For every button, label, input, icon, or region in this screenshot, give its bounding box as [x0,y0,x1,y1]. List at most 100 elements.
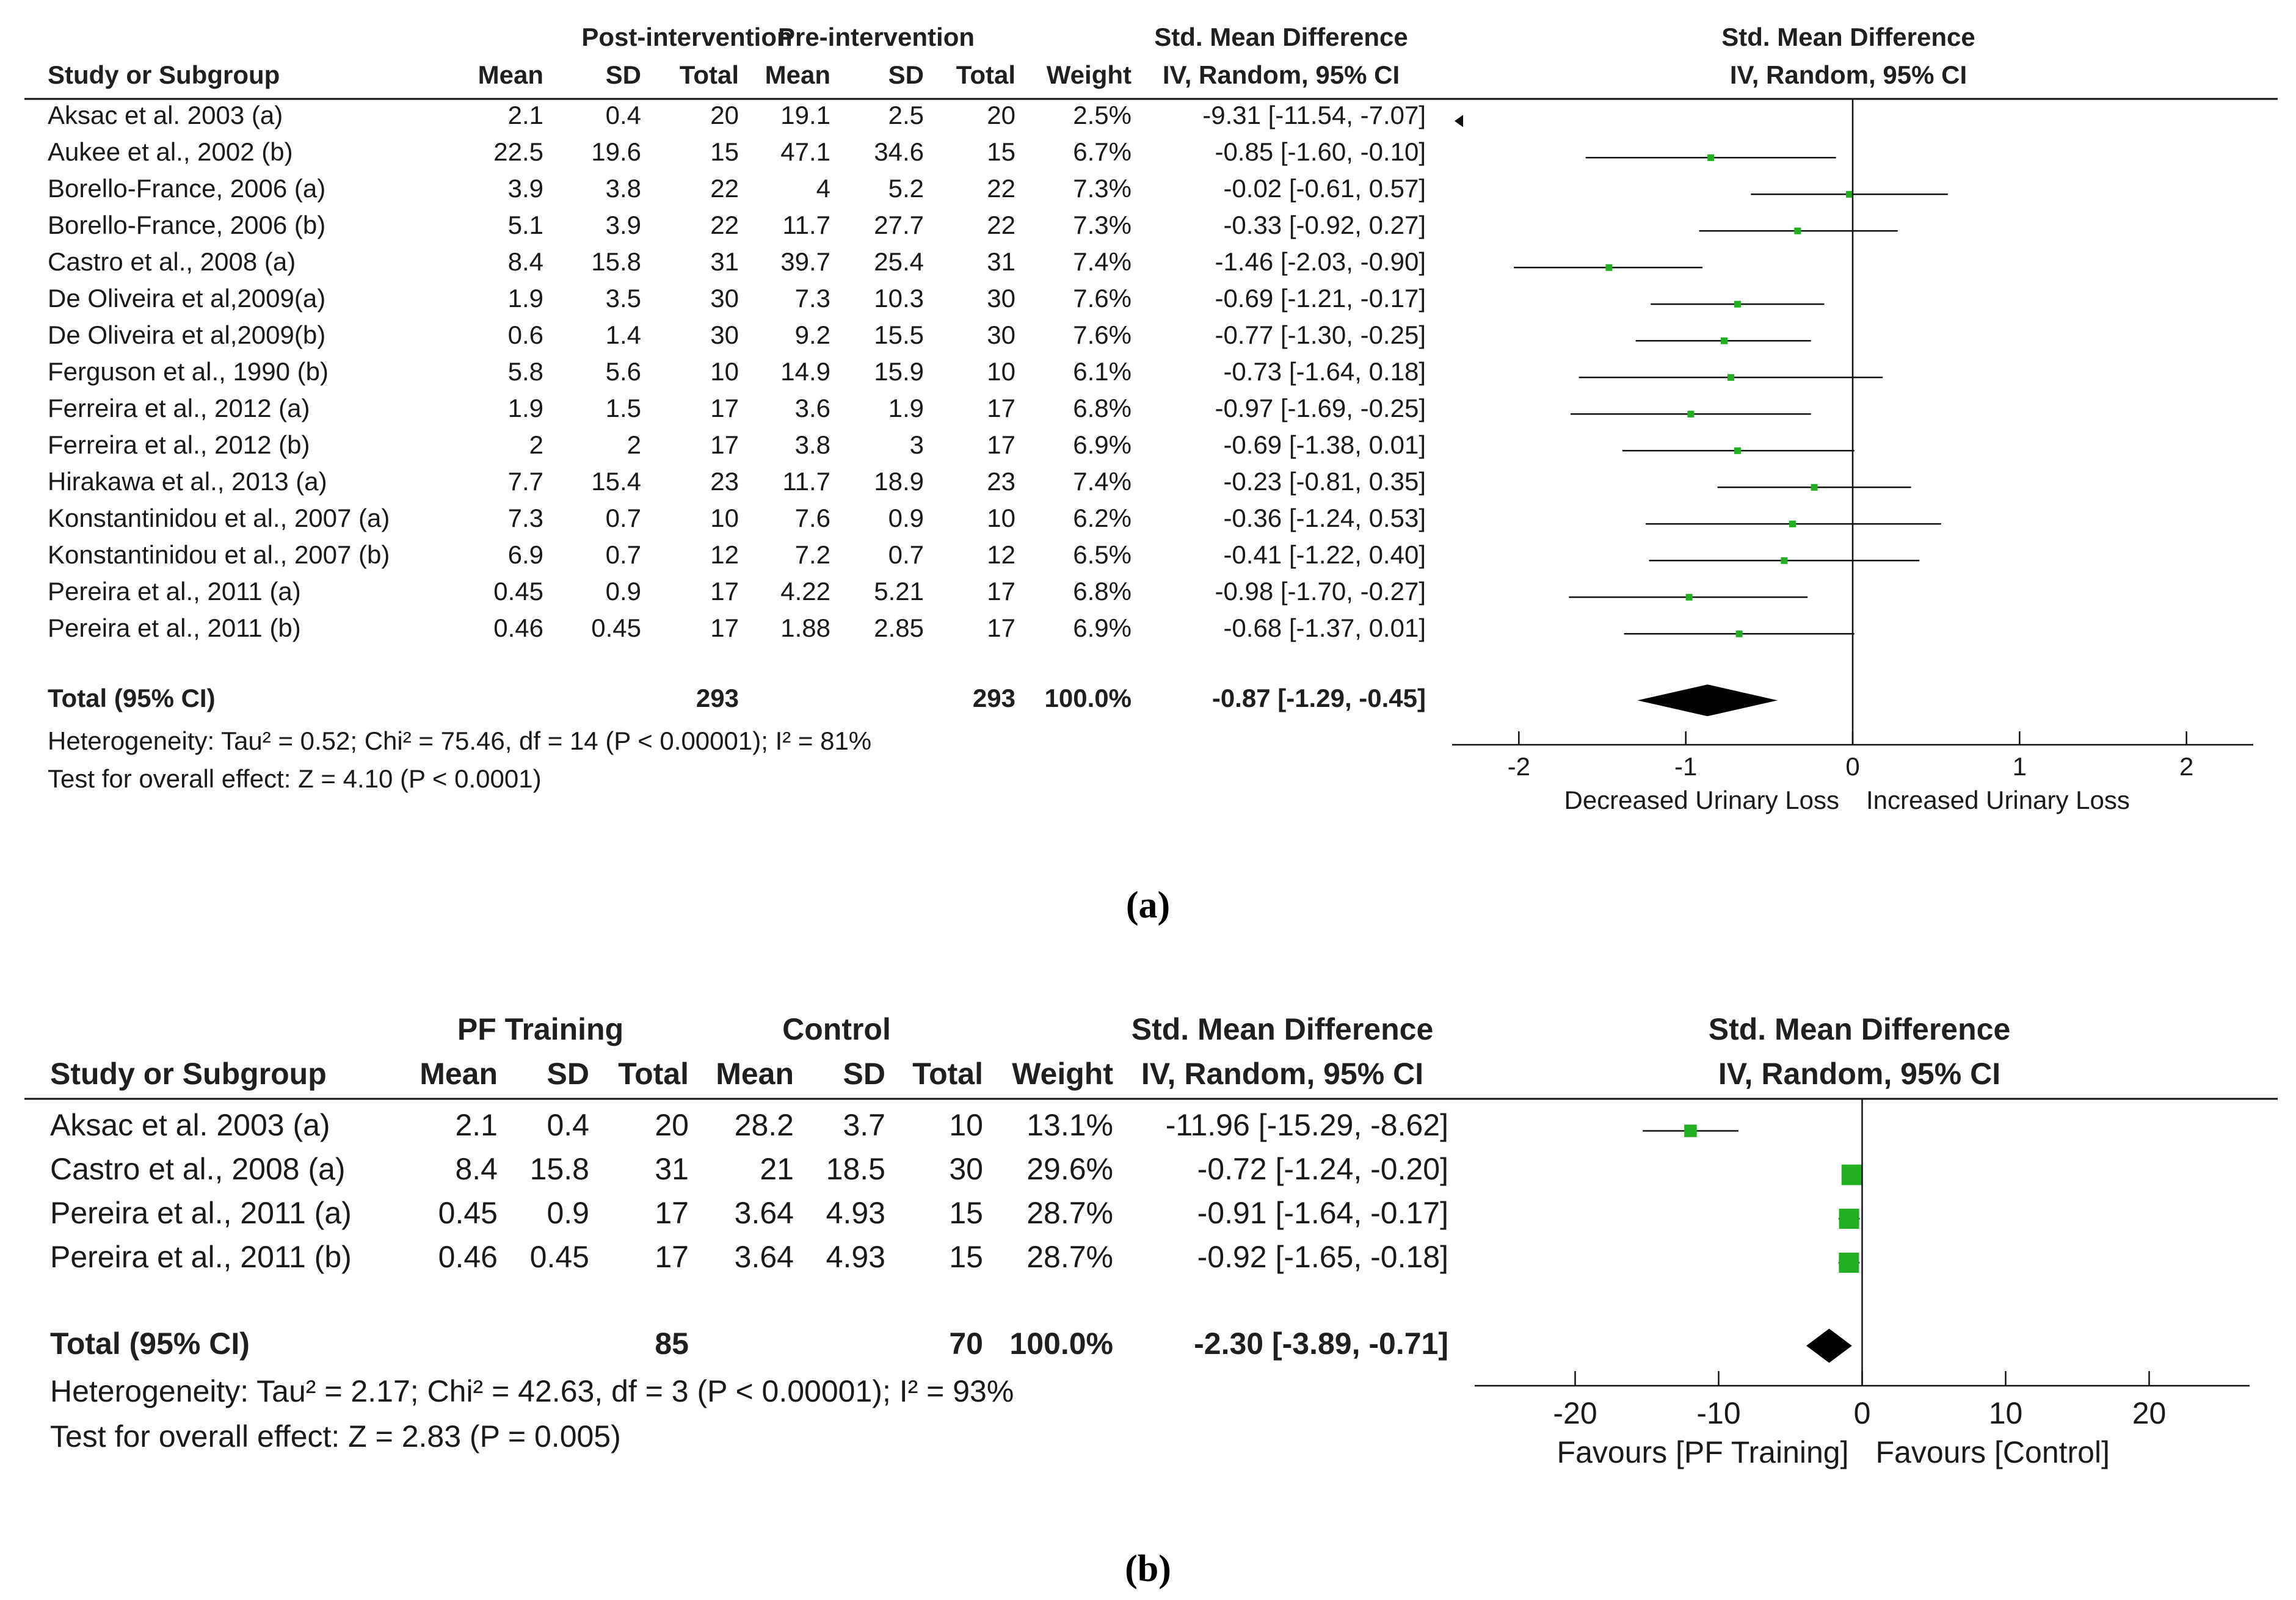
cell-exp-sd: 3.9 [606,211,641,239]
cell-exp-total: 10 [710,357,739,386]
effect-header-method: IV, Random, 95% CI [1163,60,1400,89]
cell-exp-total: 31 [710,247,739,276]
cell-exp-total: 20 [710,101,739,129]
cell-exp-sd: 0.4 [547,1108,589,1142]
x-tick-label: -10 [1696,1396,1740,1430]
cell-effect-ci: -0.02 [-0.61, 0.57] [1223,174,1426,203]
column-header-0: Study or Subgroup [50,1057,327,1091]
cell-exp-mean: 1.9 [508,394,543,422]
cell-exp-mean: 2 [529,430,543,459]
x-label-right: Favours [Control] [1876,1435,2110,1469]
cell-exp-total: 15 [710,137,739,166]
cell-weight: 6.5% [1073,540,1132,569]
cell-exp-mean: 8.4 [455,1152,498,1186]
cell-effect-ci: -0.73 [-1.64, 0.18] [1223,357,1426,386]
column-header-4: Mean [765,60,830,89]
cell-exp-total: 30 [710,284,739,313]
total-exp-n: 85 [655,1327,689,1361]
cell-exp-sd: 2 [627,430,641,459]
group-header-comparison: Pre-intervention [778,23,975,51]
cell-ctl-mean: 28.2 [735,1108,794,1142]
effect-marker [1721,337,1728,344]
study-name: Castro et al., 2008 (a) [50,1152,346,1186]
x-tick-label: -1 [1674,752,1697,781]
x-label-right: Increased Urinary Loss [1866,786,2130,814]
column-header-0: Study or Subgroup [48,60,280,89]
effect-marker [1839,1253,1859,1273]
study-name: De Oliveira et al,2009(b) [48,320,325,349]
cell-effect-ci: -0.68 [-1.37, 0.01] [1223,614,1426,642]
cell-effect-ci: -11.96 [-15.29, -8.62] [1166,1108,1448,1142]
cell-ctl-total: 17 [987,577,1015,606]
cell-ctl-total: 17 [987,614,1015,642]
cell-exp-sd: 0.45 [530,1240,589,1274]
cell-ctl-total: 10 [987,357,1015,386]
effect-marker [1735,630,1743,637]
cell-effect-ci: -9.31 [-11.54, -7.07] [1202,101,1426,129]
column-header-2: SD [547,1057,589,1091]
cell-ctl-mean: 4.22 [780,577,830,606]
panel-caption: (a) [1126,885,1170,926]
study-name: De Oliveira et al,2009(a) [48,284,325,313]
cell-exp-mean: 5.8 [508,357,543,386]
column-header-5: SD [888,60,924,89]
column-header-6: Total [912,1057,983,1091]
forest-panel-b: PF Training Control Std. Mean Difference IV… [24,1012,2278,1590]
column-header-1: Mean [478,60,543,89]
cell-ctl-mean: 7.3 [795,284,830,313]
x-tick-label: 2 [2179,752,2193,781]
cell-ctl-sd: 34.6 [874,137,924,166]
cell-weight: 28.7% [1026,1240,1113,1274]
cell-exp-mean: 2.1 [455,1108,498,1142]
plot-header-method: IV, Random, 95% CI [1730,60,1967,89]
cell-ctl-total: 22 [987,211,1015,239]
group-header-comparison: Control [782,1012,891,1046]
cell-ctl-sd: 10.3 [874,284,924,313]
x-label-left: Favours [PF Training] [1557,1435,1849,1469]
cell-weight: 7.6% [1073,284,1132,313]
cell-exp-total: 17 [710,614,739,642]
x-tick-label: 0 [1845,752,1859,781]
cell-ctl-total: 20 [987,101,1015,129]
pooled-effect-diamond [1806,1328,1852,1363]
total-effect-ci: -0.87 [-1.29, -0.45] [1212,684,1426,712]
total-ctl-n: 293 [973,684,1015,712]
effect-header-title: Std. Mean Difference [1132,1012,1434,1046]
cell-ctl-sd: 2.5 [888,101,924,129]
cell-exp-mean: 0.46 [493,614,543,642]
cell-weight: 6.8% [1073,577,1132,606]
effect-header-title: Std. Mean Difference [1154,23,1408,51]
cell-exp-total: 20 [655,1108,689,1142]
cell-exp-mean: 6.9 [508,540,543,569]
cell-ctl-total: 12 [987,540,1015,569]
x-tick-label: 1 [2013,752,2027,781]
cell-effect-ci: -0.85 [-1.60, -0.10] [1215,137,1426,166]
cell-ctl-total: 17 [987,430,1015,459]
cell-ctl-sd: 0.7 [888,540,924,569]
effect-marker [1846,190,1853,198]
cell-ctl-mean: 1.88 [780,614,830,642]
study-name: Aksac et al. 2003 (a) [50,1108,330,1142]
column-header-2: SD [606,60,641,89]
cell-ctl-sd: 4.93 [826,1196,885,1230]
cell-exp-total: 30 [710,320,739,349]
heterogeneity-text: Heterogeneity: Tau² = 0.52; Chi² = 75.46… [48,726,871,755]
cell-ctl-mean: 21 [760,1152,794,1186]
cell-weight: 6.2% [1073,504,1132,532]
effect-header-method: IV, Random, 95% CI [1141,1057,1423,1091]
cell-exp-mean: 7.3 [508,504,543,532]
effect-marker [1839,1209,1859,1229]
study-name: Hirakawa et al., 2013 (a) [48,467,327,496]
cell-exp-mean: 0.46 [438,1240,498,1274]
cell-effect-ci: -0.98 [-1.70, -0.27] [1215,577,1426,606]
cell-ctl-mean: 7.6 [795,504,830,532]
column-header-6: Total [956,60,1015,89]
cell-weight: 2.5% [1073,101,1132,129]
cell-ctl-total: 10 [949,1108,983,1142]
cell-exp-sd: 0.45 [591,614,641,642]
cell-ctl-total: 15 [987,137,1015,166]
cell-ctl-sd: 15.9 [874,357,924,386]
cell-weight: 13.1% [1026,1108,1113,1142]
cell-ctl-total: 30 [987,284,1015,313]
cell-ctl-sd: 15.5 [874,320,924,349]
